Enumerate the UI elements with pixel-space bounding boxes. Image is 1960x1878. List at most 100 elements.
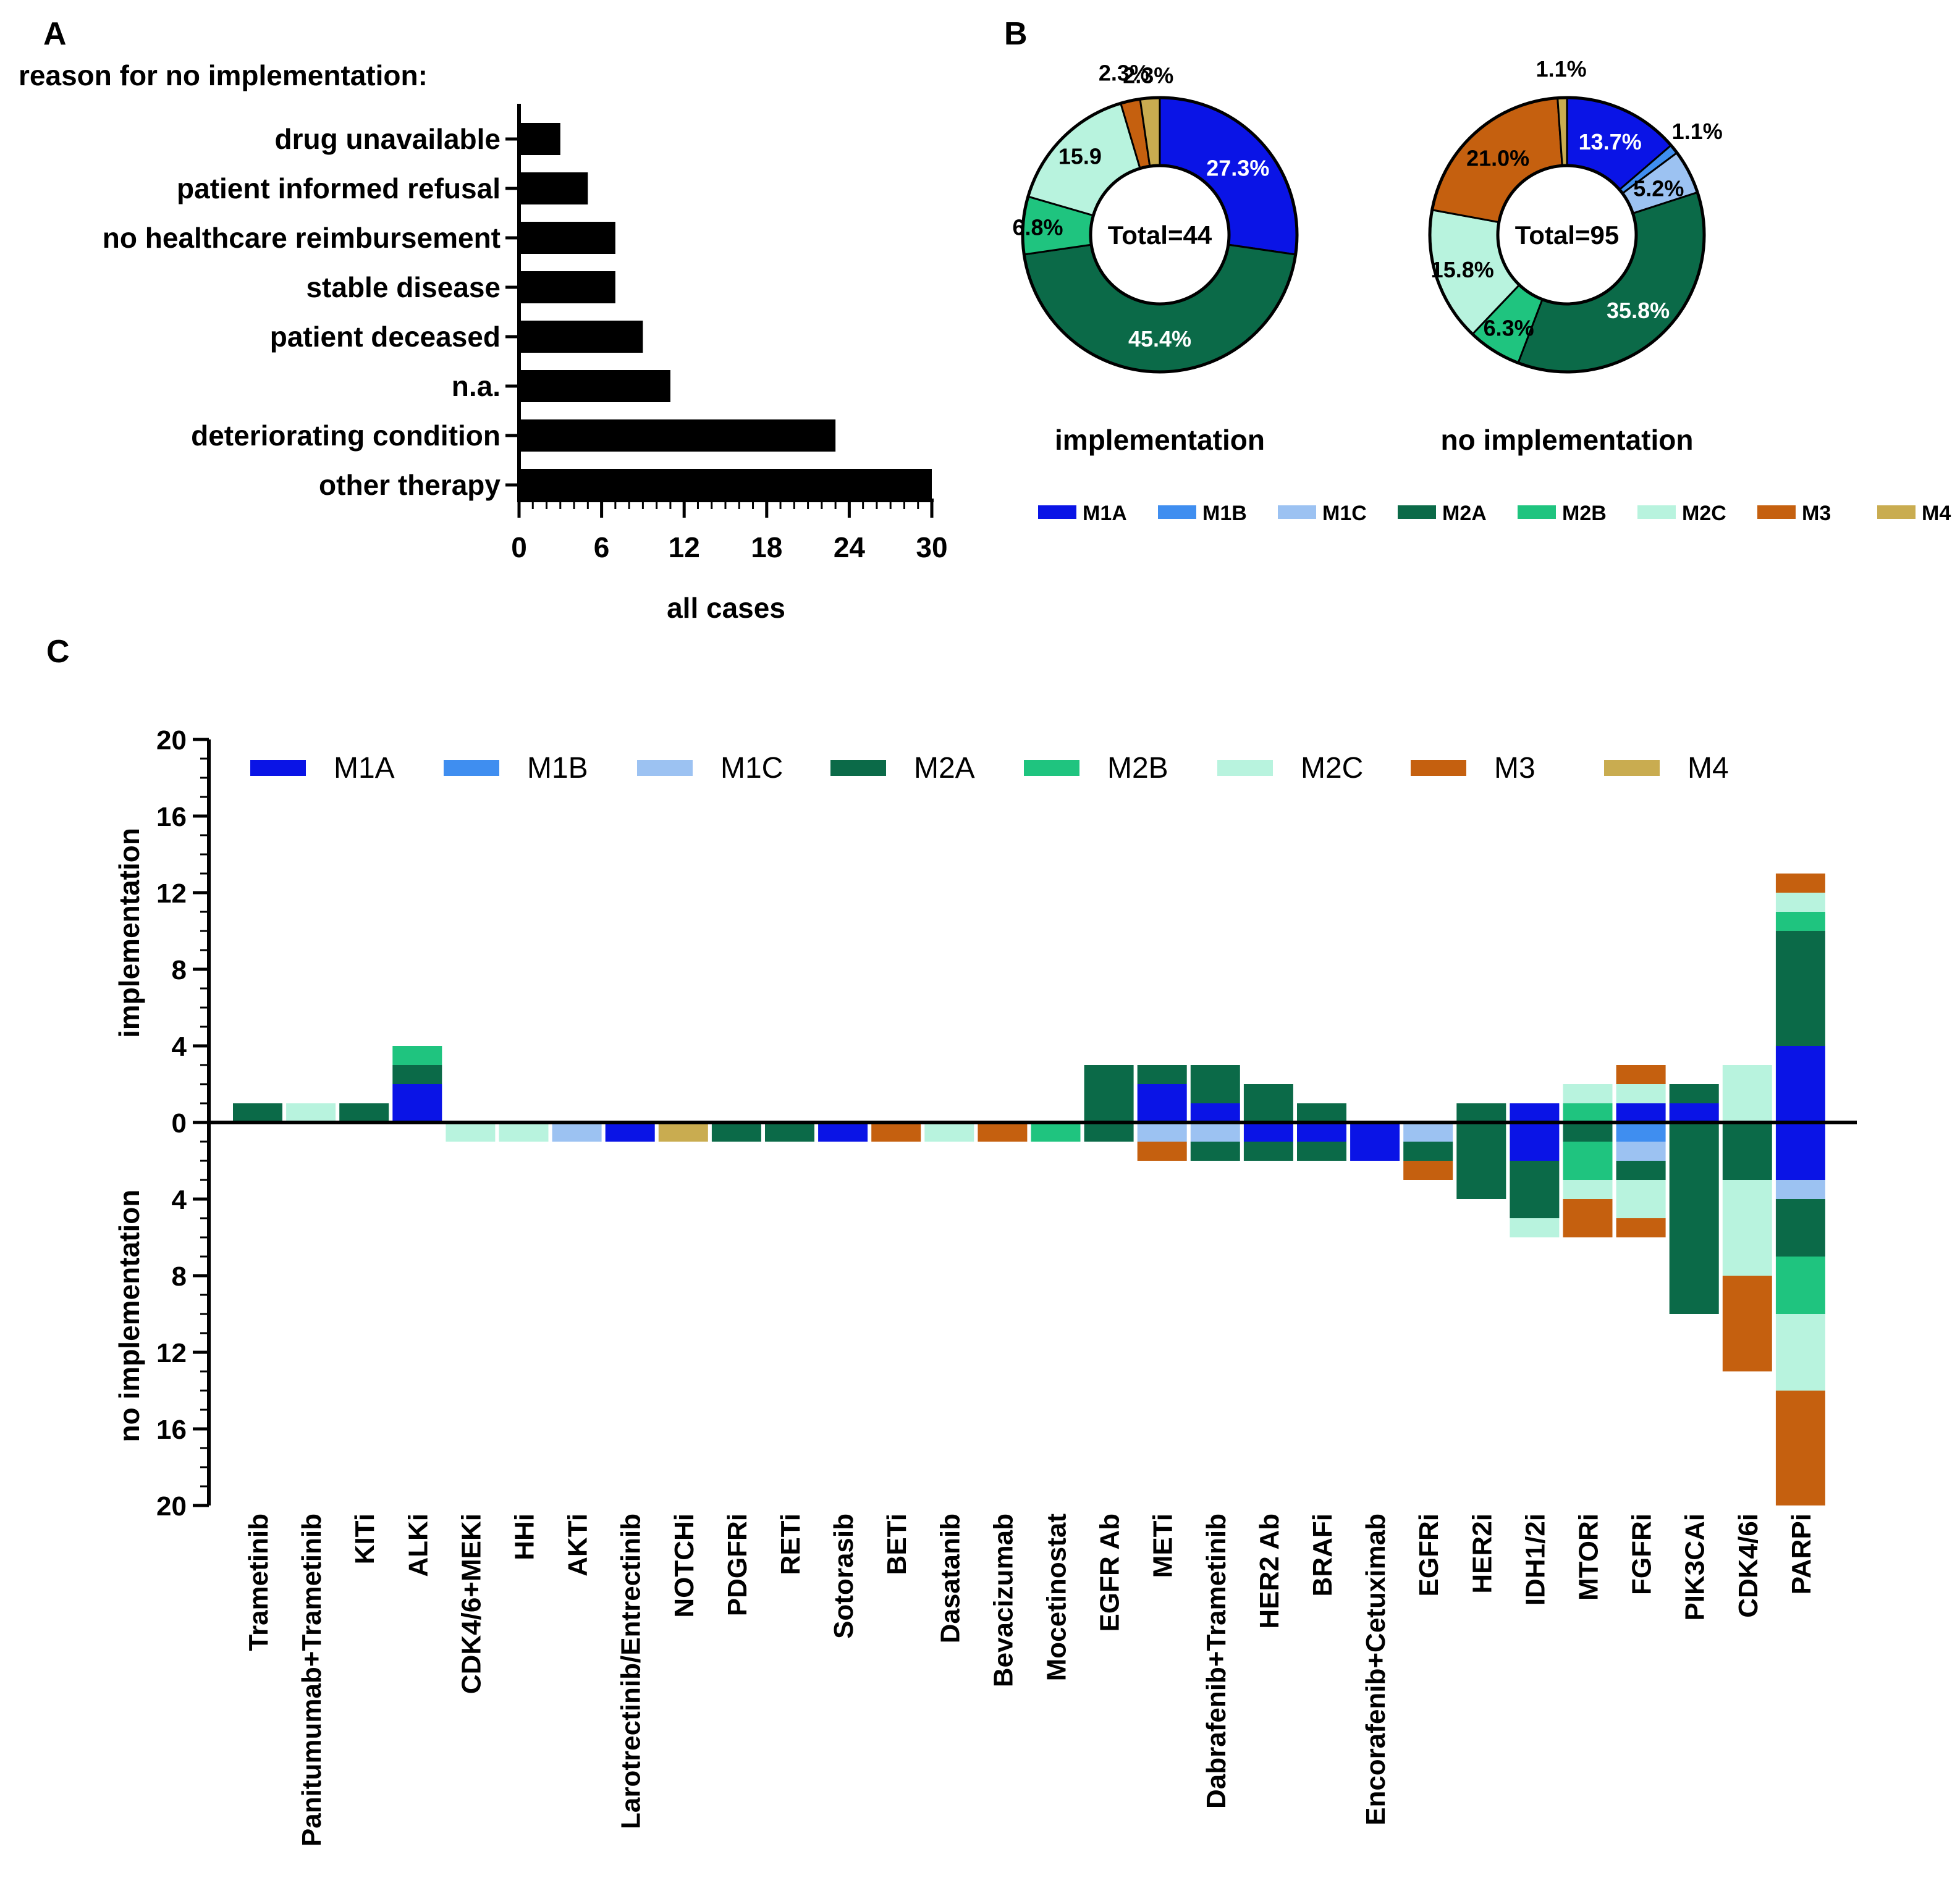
bar-kiti-impl-m2a	[339, 1103, 389, 1122]
legend-swatch-m1c	[1278, 505, 1316, 519]
category-label-cdk4-6i: CDK4/6i	[1733, 1514, 1764, 1618]
donut-1-label-m4: 1.1%	[1536, 56, 1587, 82]
y-tick-label: 12	[156, 878, 187, 909]
bar-dabrafenib-trametinib-impl-m1a	[1190, 1103, 1240, 1122]
donut-0-label-m1a: 27.3%	[1206, 156, 1269, 181]
donut-1-label-m2a: 35.8%	[1607, 298, 1670, 323]
bar-meti-noimpl-m3	[1137, 1142, 1187, 1161]
bar-cdk4-6i-impl-m2c	[1722, 1065, 1772, 1122]
donut-0-label-m3: 2.3%	[1099, 60, 1149, 85]
category-label-hhi: HHi	[510, 1514, 540, 1560]
donut-1-label-m2b: 6.3%	[1484, 316, 1534, 341]
panel-a-title: reason for no implementation:	[19, 59, 428, 91]
bar-idh1-2i-noimpl-m2c	[1510, 1218, 1560, 1237]
donut-1-total: Total=95	[1515, 221, 1619, 250]
donut-1-title: no implementation	[1441, 424, 1694, 456]
legend-label-m1c: M1C	[1322, 502, 1367, 525]
bar-akti-noimpl-m1c	[552, 1122, 602, 1142]
legend-swatch-m3	[1411, 760, 1466, 776]
bar-drug-unavailable	[519, 123, 560, 155]
legend-swatch-m2a	[830, 760, 886, 776]
bar-parpi-noimpl-m1a	[1775, 1122, 1825, 1180]
category-label-kiti: KITi	[350, 1514, 380, 1564]
category-label-beti: BETi	[882, 1514, 912, 1575]
legend-label-m3: M3	[1494, 752, 1535, 785]
legend-swatch-m2b	[1518, 505, 1556, 519]
panel-c-category-labels: Trametinib Panitumumab+Trametinib KITi ALKi…	[243, 1514, 1817, 1846]
bar-pik3cai-impl-m1a	[1669, 1103, 1719, 1122]
bar-fgfri-noimpl-m3	[1616, 1218, 1666, 1237]
legend-label-m1c: M1C	[720, 752, 783, 785]
bar-deteriorating-condition	[519, 419, 836, 452]
panel-c-axes	[193, 738, 1857, 1507]
legend-label-m1a: M1A	[334, 752, 395, 785]
legend-label-m2b: M2B	[1107, 752, 1168, 785]
x-tick-label: 30	[916, 531, 947, 563]
donut-1-label-m1b: 1.1%	[1672, 119, 1723, 144]
bar-parpi-impl-m1a	[1775, 1046, 1825, 1122]
bar-bevacizumab-noimpl-m3	[978, 1122, 1028, 1142]
panel-a-xlabel: all cases	[667, 592, 785, 624]
category-label-her2i: HER2i	[1467, 1514, 1497, 1594]
legend-swatch-m4	[1604, 760, 1660, 776]
legend-swatch-m2b	[1024, 760, 1079, 776]
bar-her2-ab-noimpl-m2a	[1243, 1142, 1293, 1161]
category-label-drug-unavailable: drug unavailable	[274, 123, 501, 155]
bar-parpi-impl-m2b	[1775, 912, 1825, 931]
panel-a-bars	[519, 123, 932, 501]
bar-larotrectinib-entrectinib-noimpl-m1a	[605, 1122, 655, 1142]
bar-meti-noimpl-m1c	[1137, 1122, 1187, 1142]
bar-dabrafenib-trametinib-noimpl-m1c	[1190, 1122, 1240, 1142]
bar-parpi-impl-m2a	[1775, 931, 1825, 1046]
bar-notchi-noimpl-m4	[658, 1122, 708, 1142]
legend-swatch-m1b	[1158, 505, 1196, 519]
bar-alki-impl-m1a	[392, 1084, 442, 1122]
bar-reti-noimpl-m2a	[765, 1122, 814, 1142]
legend-label-m2a: M2A	[914, 752, 975, 785]
category-label-egfr-ab: EGFR Ab	[1095, 1514, 1125, 1632]
legend-swatch-m2c	[1637, 505, 1676, 519]
bar-trametinib-impl-m2a	[233, 1103, 282, 1122]
bar-dasatanib-noimpl-m2c	[924, 1122, 974, 1142]
bar-meti-impl-m2a	[1137, 1065, 1187, 1084]
bar-her2-ab-noimpl-m1a	[1243, 1122, 1293, 1142]
category-label-bevacizumab: Bevacizumab	[988, 1514, 1018, 1687]
bar-cdk4-6-meki-noimpl-m2c	[446, 1122, 496, 1142]
category-label-no-healthcare-reimbursement: no healthcare reimbursement	[103, 222, 501, 254]
bar-fgfri-impl-m1a	[1616, 1103, 1666, 1122]
bar-egfri-noimpl-m3	[1403, 1161, 1453, 1180]
legend-swatch-m4	[1877, 505, 1916, 519]
category-label-notchi: NOTCHi	[669, 1514, 699, 1618]
y-tick-label: 0	[172, 1108, 187, 1139]
legend-swatch-m1b	[444, 760, 499, 776]
y-tick-label: 12	[156, 1338, 187, 1368]
legend-label-m2a: M2A	[1442, 502, 1487, 525]
bar-alki-impl-m2b	[392, 1046, 442, 1065]
legend-swatch-m2a	[1398, 505, 1436, 519]
y-tick-label: 16	[156, 1415, 187, 1445]
bar-cdk4-6i-noimpl-m2a	[1722, 1122, 1772, 1180]
category-label-mtori: MTORi	[1574, 1514, 1604, 1601]
bar-idh1-2i-noimpl-m2a	[1510, 1161, 1560, 1218]
x-tick-label: 18	[751, 531, 782, 563]
category-label-pdgfri: PDGFRi	[722, 1514, 753, 1616]
bar-mocetinostat-noimpl-m2b	[1031, 1122, 1081, 1142]
panel-b-donuts: 27.3% 45.4% 6.8% 15.9 2.3%2.3% Total=44 implem…	[1012, 56, 1722, 456]
y-tick-label: 8	[172, 955, 187, 985]
category-label-patient-deceased: patient deceased	[270, 321, 501, 353]
bar-patient-deceased	[519, 321, 643, 353]
bar-no-healthcare-reimbursement	[519, 222, 615, 254]
bar-parpi-noimpl-m1c	[1775, 1180, 1825, 1199]
y-tick-label: 16	[156, 802, 187, 832]
legend-label-m2c: M2C	[1682, 502, 1726, 525]
bar-cdk4-6i-noimpl-m2c	[1722, 1180, 1772, 1276]
donut-1-label-m1c: 5.2%	[1633, 175, 1684, 201]
bar-sotorasib-noimpl-m1a	[818, 1122, 868, 1142]
legend-label-m2b: M2B	[1562, 502, 1607, 525]
bar-dabrafenib-trametinib-impl-m2a	[1190, 1065, 1240, 1103]
category-label-other-therapy: other therapy	[319, 469, 501, 501]
panel-c-ylabel-top: implementation	[113, 828, 145, 1038]
category-label-egfri: EGFRi	[1414, 1514, 1444, 1596]
y-tick-label: 4	[172, 1032, 187, 1062]
